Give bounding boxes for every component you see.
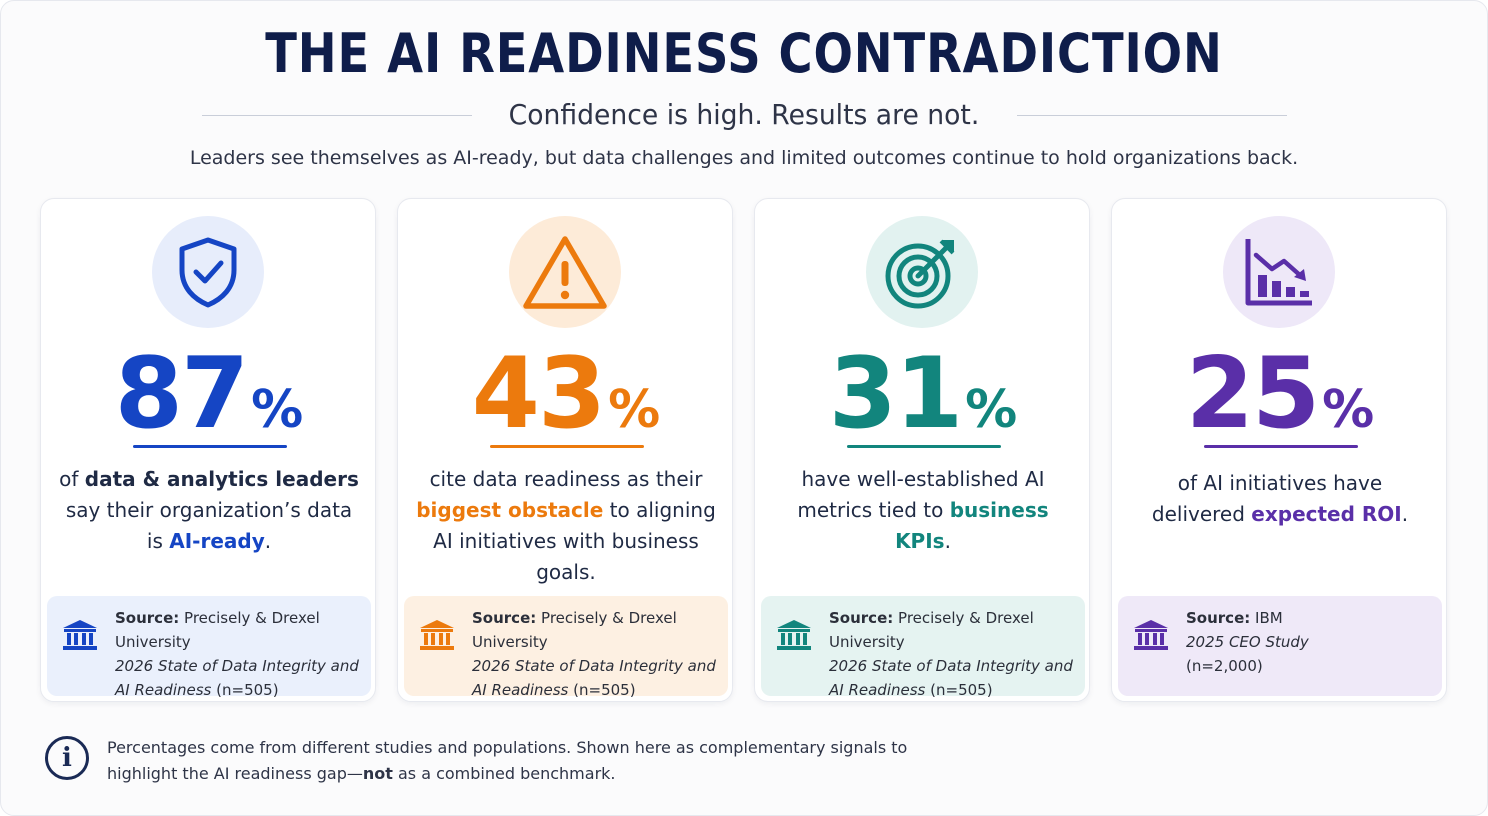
institution-icon bbox=[1134, 620, 1168, 650]
source-box: Source: IBM 2025 CEO Study (n=2,000) bbox=[1118, 596, 1442, 696]
stat-description: of AI initiatives have delivered expecte… bbox=[1151, 471, 1409, 526]
icon-circle bbox=[509, 216, 621, 328]
stat-underline bbox=[490, 445, 644, 448]
source-box: Source: Precisely & Drexel University 202… bbox=[47, 596, 371, 699]
source-text: Source: IBM 2025 CEO Study (n=2,000) bbox=[1186, 609, 1309, 675]
stat-number: 25 bbox=[1185, 337, 1320, 451]
icon-circle bbox=[866, 216, 978, 328]
page-title: THE AI READINESS CONTRADICTION bbox=[265, 22, 1223, 85]
subtitle-row: Confidence is high. Results are not. bbox=[0, 96, 1488, 136]
footnote-text: Percentages come from different studies … bbox=[107, 738, 908, 783]
source-text: Source: Precisely & Drexel University 202… bbox=[472, 609, 716, 699]
source-box: Source: Precisely & Drexel University 202… bbox=[404, 596, 728, 699]
intro-text: Leaders see themselves as AI-ready, but … bbox=[189, 147, 1299, 169]
stat-percent-sign: % bbox=[1322, 380, 1375, 440]
divider-left bbox=[202, 115, 472, 116]
declining-chart-icon bbox=[1245, 239, 1312, 306]
warning-triangle-icon bbox=[523, 236, 607, 309]
stat-description: cite data readiness as their biggest obs… bbox=[416, 467, 716, 584]
shield-check-icon bbox=[179, 237, 237, 308]
source-box: Source: Precisely & Drexel University 202… bbox=[761, 596, 1085, 699]
institution-icon bbox=[420, 620, 454, 650]
stat-underline bbox=[133, 445, 287, 448]
divider-right bbox=[1017, 115, 1287, 116]
highlight-text: biggest obstacle bbox=[416, 498, 604, 522]
institution-icon bbox=[63, 620, 97, 650]
source-title: 2025 CEO Study bbox=[1186, 633, 1309, 651]
stat-number: 31 bbox=[828, 337, 963, 451]
stat-value: 25% bbox=[1112, 337, 1448, 451]
stat-card-biggest-obstacle: 43% cite data readiness as their biggest… bbox=[397, 198, 733, 702]
source-text: Source: Precisely & Drexel University 202… bbox=[115, 609, 359, 699]
highlight-text: expected ROI bbox=[1251, 502, 1402, 526]
info-icon: i bbox=[45, 736, 89, 780]
stat-description: of data & analytics leaders say their or… bbox=[59, 467, 359, 553]
stat-card-business-kpis: 31% have well-established AI metrics tie… bbox=[754, 198, 1090, 702]
stat-underline bbox=[1204, 445, 1358, 448]
source-title: 2026 State of Data Integrity and AI Read… bbox=[115, 657, 359, 699]
source-text: Source: Precisely & Drexel University 202… bbox=[829, 609, 1073, 699]
stat-percent-sign: % bbox=[608, 380, 661, 440]
stat-value: 31% bbox=[755, 337, 1091, 451]
highlight-text: AI-ready bbox=[169, 529, 265, 553]
stat-value: 87% bbox=[41, 337, 377, 451]
highlight-text: business KPIs bbox=[895, 498, 1049, 553]
stat-number: 87 bbox=[114, 337, 249, 451]
institution-icon bbox=[777, 620, 811, 650]
stat-card-expected-roi: 25% of AI initiatives have delivered exp… bbox=[1111, 198, 1447, 702]
stat-percent-sign: % bbox=[965, 380, 1018, 440]
stat-description: have well-established AI metrics tied to… bbox=[797, 467, 1049, 553]
stat-card-ai-ready: 87% of data & analytics leaders say thei… bbox=[40, 198, 376, 702]
stat-percent-sign: % bbox=[251, 380, 304, 440]
target-arrow-icon bbox=[885, 239, 955, 309]
icon-circle bbox=[152, 216, 264, 328]
footnote-emphasis: not bbox=[362, 764, 393, 783]
icon-circle bbox=[1223, 216, 1335, 328]
stat-number: 43 bbox=[471, 337, 606, 451]
page-subtitle: Confidence is high. Results are not. bbox=[508, 98, 980, 131]
source-title: 2026 State of Data Integrity and AI Read… bbox=[829, 657, 1073, 699]
source-title: 2026 State of Data Integrity and AI Read… bbox=[472, 657, 716, 699]
stat-underline bbox=[847, 445, 1001, 448]
highlight-text: data & analytics leaders bbox=[84, 467, 359, 491]
stat-value: 43% bbox=[398, 337, 734, 451]
